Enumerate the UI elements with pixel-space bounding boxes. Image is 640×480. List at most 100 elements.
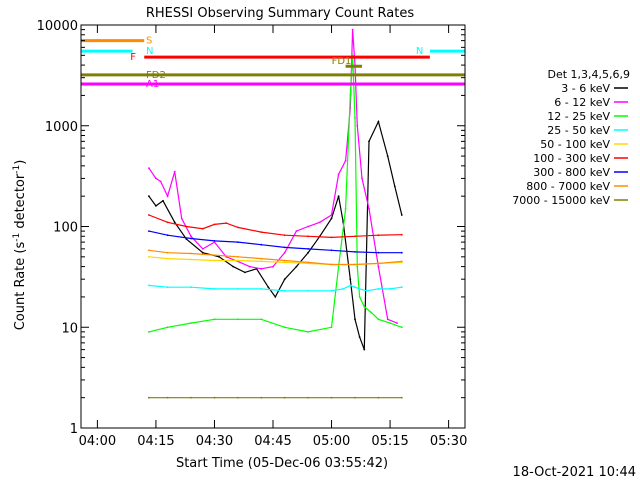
data-point bbox=[368, 140, 370, 143]
x-tick-label: 05:00 bbox=[313, 434, 350, 449]
data-point bbox=[307, 235, 309, 238]
legend-entry-label: 7000 - 15000 keV bbox=[512, 194, 610, 207]
data-point bbox=[330, 289, 333, 292]
data-point bbox=[218, 255, 221, 258]
series-line-6 bbox=[148, 230, 402, 254]
x-tick-label: 04:45 bbox=[254, 434, 291, 449]
data-point bbox=[185, 238, 188, 241]
data-point bbox=[354, 318, 356, 321]
data-point bbox=[354, 251, 356, 253]
data-point bbox=[166, 257, 169, 260]
axes-layer: 04:00 04:15 04:30 04:45 05:00 05:15 05:30 1 10 10… bbox=[37, 19, 468, 449]
data-point bbox=[356, 265, 359, 268]
data-point bbox=[307, 331, 309, 333]
data-point bbox=[166, 396, 169, 399]
data-point bbox=[232, 265, 235, 268]
data-point bbox=[190, 396, 192, 399]
data-point bbox=[356, 124, 359, 127]
data-point bbox=[185, 225, 188, 228]
series-line-1 bbox=[148, 29, 398, 324]
data-point bbox=[283, 259, 286, 262]
legend-title: Det 1,3,4,5,6,9 bbox=[547, 68, 630, 81]
state-bar-label: S bbox=[146, 36, 152, 47]
data-point bbox=[344, 207, 347, 210]
data-point bbox=[283, 289, 286, 292]
series-line-0 bbox=[148, 119, 403, 350]
series-line-7 bbox=[148, 249, 402, 266]
data-point bbox=[400, 286, 403, 289]
x-axis-label: Start Time (05-Dec-06 03:55:42) bbox=[176, 456, 388, 471]
data-point bbox=[248, 265, 251, 268]
data-point bbox=[307, 289, 309, 292]
data-point bbox=[307, 261, 309, 264]
data-point bbox=[260, 267, 263, 270]
data-point bbox=[148, 331, 150, 333]
state-bar-label: A1 bbox=[146, 79, 159, 90]
data-point bbox=[173, 221, 176, 224]
state-bar-label: FD2 bbox=[146, 70, 166, 81]
x-tick-label: 04:00 bbox=[79, 434, 116, 449]
data-point bbox=[354, 396, 356, 399]
state-bar-label: FD1 bbox=[332, 56, 352, 67]
state-bar-label: N bbox=[146, 46, 153, 57]
y-axis-label: Count Rate (s-1 detector-1) bbox=[12, 160, 28, 331]
legend-entry-label: 50 - 100 keV bbox=[540, 138, 610, 151]
data-point bbox=[349, 284, 352, 287]
data-point bbox=[148, 249, 150, 252]
data-point bbox=[330, 249, 333, 252]
y-tick-label: 10000 bbox=[37, 19, 78, 34]
data-point bbox=[283, 326, 286, 329]
data-point bbox=[166, 251, 169, 254]
data-point bbox=[377, 318, 380, 321]
data-point bbox=[166, 326, 169, 329]
y-tick-label: 10 bbox=[61, 321, 78, 336]
data-point bbox=[342, 288, 345, 290]
x-tick-label: 04:30 bbox=[196, 434, 233, 449]
data-point bbox=[190, 286, 192, 289]
data-point bbox=[307, 248, 309, 250]
data-point bbox=[260, 243, 263, 246]
data-point bbox=[148, 255, 150, 258]
data-point bbox=[307, 396, 309, 399]
data-point bbox=[354, 286, 356, 289]
data-point bbox=[377, 265, 380, 268]
data-point bbox=[377, 120, 380, 123]
data-point bbox=[148, 284, 150, 287]
data-point bbox=[190, 258, 192, 261]
data-point bbox=[162, 199, 164, 202]
data-point bbox=[190, 322, 192, 324]
data-point bbox=[267, 286, 270, 289]
data-point bbox=[330, 236, 333, 239]
data-point bbox=[213, 240, 216, 242]
data-point bbox=[190, 252, 192, 255]
data-point bbox=[237, 226, 239, 229]
data-point bbox=[354, 116, 356, 119]
data-point bbox=[201, 248, 204, 250]
data-point bbox=[337, 173, 340, 176]
data-point bbox=[400, 326, 403, 329]
data-point bbox=[201, 227, 204, 230]
data-point bbox=[225, 222, 228, 225]
data-point bbox=[237, 396, 239, 399]
data-point bbox=[307, 251, 309, 254]
data-point bbox=[201, 251, 204, 254]
data-point bbox=[368, 207, 370, 210]
data-point bbox=[393, 185, 396, 188]
data-point bbox=[166, 234, 169, 237]
data-point bbox=[283, 251, 286, 254]
data-point bbox=[330, 217, 333, 220]
data-point bbox=[237, 318, 239, 321]
data-point bbox=[237, 288, 239, 290]
data-point bbox=[386, 318, 389, 321]
data-point bbox=[365, 289, 368, 292]
state-bar-label: N bbox=[416, 46, 423, 57]
data-point bbox=[370, 311, 373, 314]
y-tick-label: 100 bbox=[53, 221, 78, 236]
data-point bbox=[283, 246, 286, 249]
data-point bbox=[330, 396, 333, 399]
data-point bbox=[377, 262, 380, 265]
data-point bbox=[363, 348, 366, 351]
data-point bbox=[377, 396, 380, 399]
